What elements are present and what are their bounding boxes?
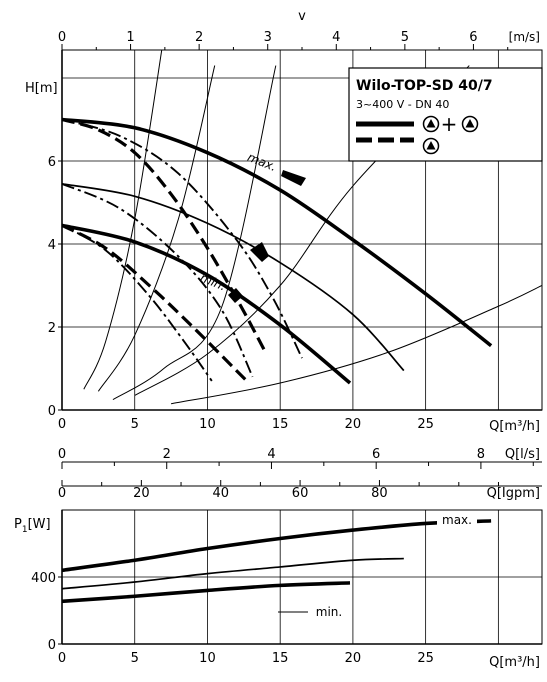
q-tick-label: 10 [199,417,216,432]
min-label-bg [308,606,350,619]
head-curve-system-thin [112,65,277,401]
head-curve-solid-bold [62,117,493,348]
q-tick-label: 25 [417,417,434,432]
v-tick-label: 2 [195,30,203,45]
head-curve-solid [62,182,405,372]
p1-axis-label: P1[W] [14,517,51,535]
q-tick-label: 0 [58,417,66,432]
ls-tick-label: 8 [477,447,485,462]
pump-symbol-icon [422,115,440,133]
v-axis-label: v [298,9,306,24]
p1-label-unit: [W] [28,517,51,532]
p1-label-main: P [14,517,22,532]
min-setpoint-marker [228,288,243,303]
v-tick-label: 6 [469,30,477,45]
q-tick-label-bottom: 25 [417,651,434,666]
q-tick-label: 20 [345,417,362,432]
ls-tick-label: 4 [267,447,275,462]
q-tick-label-bottom: 20 [345,651,362,666]
pump-curves [62,50,542,405]
h-tick-label: 0 [48,404,56,419]
head-curve-system-thin [97,65,216,392]
q-axis-label: Q[m³/h] [489,419,540,434]
ls-axis-label: Q[l/s] [505,447,540,462]
v-axis-unit: [m/s] [509,30,540,44]
mid-setpoint-marker [250,242,269,262]
v-tick-label: 4 [332,30,340,45]
q-axis-label-bottom: Q[m³/h] [489,655,540,670]
v-tick-label: 5 [401,30,409,45]
head-curve-system-thin [170,285,542,405]
p1-tick-label: 0 [48,638,56,653]
p1-label-sub: 1 [22,525,28,535]
ls-tick-label: 2 [163,447,171,462]
pump-symbol-icon [461,115,479,133]
h-tick-label: 4 [48,238,56,253]
power-curve-panel: P1[W] 0 400 0 5 10 15 20 25 Q[m³/h] max. min. [14,509,543,670]
q-tick-label-bottom: 10 [199,651,216,666]
q-tick-label-bottom: 0 [58,651,66,666]
h-tick-label: 2 [48,321,56,336]
igpm-tick-label: 0 [58,486,66,501]
igpm-axis-label: Q[Igpm] [487,486,540,501]
power-curve-solid-bold [62,519,492,573]
head-curve-dash-bold [62,223,248,383]
power-curves [62,519,492,604]
ls-tick-label: 0 [58,447,66,462]
min-power-annotation: min. [316,605,342,619]
h-tick-label: 6 [48,155,56,170]
legend-title: Wilo-TOP-SD 40/7 [356,78,493,94]
head-curve-dash-dot [62,118,303,359]
ls-tick-label: 6 [372,447,380,462]
max-annotation: max. [245,150,278,174]
pump-symbol-icon [422,137,440,155]
head-curve-solid-bold [62,223,352,385]
q-tick-label-bottom: 5 [131,651,139,666]
head-curve-dash-bold [62,117,266,351]
head-curve-system-thin [83,50,163,390]
q-tick-label: 15 [272,417,289,432]
v-tick-label: 0 [58,30,66,45]
igpm-tick-label: 80 [371,486,388,501]
max-power-annotation: max. [442,513,472,527]
max-label-bg [437,514,477,527]
v-tick-label: 3 [264,30,272,45]
igpm-tick-label: 40 [212,486,229,501]
q-tick-label: 5 [131,417,139,432]
igpm-tick-label: 60 [292,486,309,501]
power-curve-solid-bold [62,581,351,604]
igpm-tick-label: 20 [133,486,150,501]
power-curve-solid [62,557,404,590]
legend-frame [348,67,543,162]
legend-box: Wilo-TOP-SD 40/7 3~400 V - DN 40 + [348,67,543,162]
h-axis-label: H[m] [25,81,58,96]
head-curve-dash-dot [62,224,213,382]
legend-subtitle: 3~400 V - DN 40 [356,98,449,111]
flow-scale-panel: 0 2 4 6 8 Q[l/s] 0 20 40 60 80 Q[Igpm] [58,447,542,501]
q-tick-label-bottom: 15 [272,651,289,666]
max-setpoint-marker [281,170,306,186]
legend-plus: + [441,112,458,136]
p1-tick-label: 400 [31,571,56,586]
v-tick-label: 1 [126,30,134,45]
